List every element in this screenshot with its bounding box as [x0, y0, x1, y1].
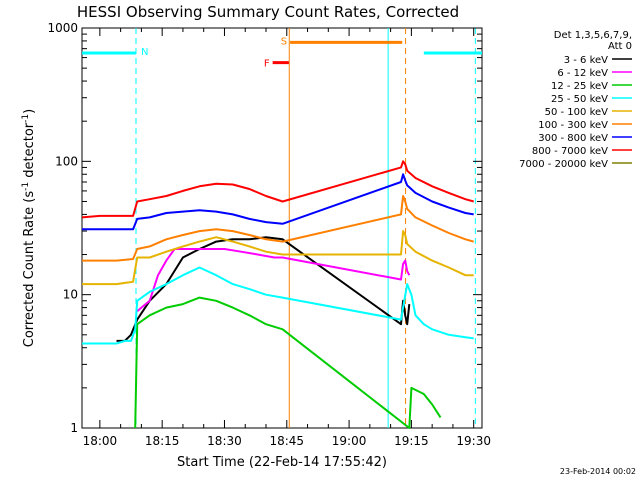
- x-tick-label-3: 18:45: [269, 434, 304, 448]
- flag-label-2: S: [281, 36, 287, 47]
- series-line-1: [136, 248, 411, 313]
- legend-label-0: 3 - 6 keV: [564, 55, 608, 66]
- legend-label-6: 300 - 800 keV: [538, 133, 608, 144]
- plot-frame: [81, 27, 483, 429]
- legend-header-1: Att 0: [608, 41, 632, 52]
- y-axis-label-mid: detector: [22, 122, 37, 182]
- x-tick-label-1: 18:15: [145, 434, 180, 448]
- y-axis-label-end: ): [22, 109, 37, 114]
- y-axis-label-exp1: -1: [21, 182, 31, 191]
- y-axis-label-main: Corrected Count Rate (s: [22, 191, 37, 348]
- y-tick-label-3: 1000: [47, 21, 78, 35]
- legend: Det 1,3,5,6,7,9,Att 03 - 6 keV 6 - 12 keV…: [519, 30, 632, 170]
- x-axis-label: Start Time (22-Feb-14 17:55:42): [177, 455, 387, 470]
- axis-ticks: 18:00 18:15 18:30 18:45 19:00 19:15 19:30 1 10 10…: [47, 21, 491, 448]
- flag-label-3: F: [264, 59, 270, 70]
- footer-timestamp: 23-Feb-2014 00:02: [560, 467, 636, 476]
- legend-label-2: 12 - 25 keV: [551, 81, 608, 92]
- legend-label-7: 800 - 7000 keV: [532, 146, 608, 157]
- series-line-6: [82, 173, 474, 231]
- legend-header-0: Det 1,3,5,6,7,9,: [554, 30, 632, 41]
- series-lines: [81, 160, 474, 429]
- legend-label-8: 7000 - 20000 keV: [519, 159, 608, 170]
- x-tick-label-4: 19:00: [332, 434, 367, 448]
- legend-label-5: 100 - 300 keV: [538, 120, 608, 131]
- legend-label-4: 50 - 100 keV: [545, 107, 609, 118]
- y-axis-label-exp2: -1: [21, 114, 31, 123]
- y-tick-label-0: 1: [70, 421, 78, 435]
- event-lines: [135, 28, 476, 428]
- legend-label-1: 6 - 12 keV: [557, 68, 608, 79]
- y-axis-label: Corrected Count Rate (s-1 detector-1): [21, 109, 37, 347]
- y-tick-label-2: 100: [55, 154, 78, 168]
- series-line-4: [82, 230, 474, 286]
- x-tick-label-5: 19:15: [394, 434, 429, 448]
- series-line-3: [82, 266, 474, 345]
- series-line-5: [82, 195, 474, 262]
- y-tick-label-1: 10: [63, 288, 78, 302]
- x-tick-label-0: 18:00: [83, 434, 118, 448]
- x-tick-label-6: 19:30: [456, 434, 491, 448]
- legend-label-3: 25 - 50 keV: [551, 94, 608, 105]
- x-tick-label-2: 18:30: [207, 434, 242, 448]
- series-line-2: [134, 296, 442, 429]
- flag-label-0: N: [141, 47, 148, 58]
- observing-flags: N S F: [82, 36, 482, 70]
- series-line-7: [81, 160, 474, 219]
- chart-title: HESSI Observing Summary Count Rates, Cor…: [77, 3, 459, 21]
